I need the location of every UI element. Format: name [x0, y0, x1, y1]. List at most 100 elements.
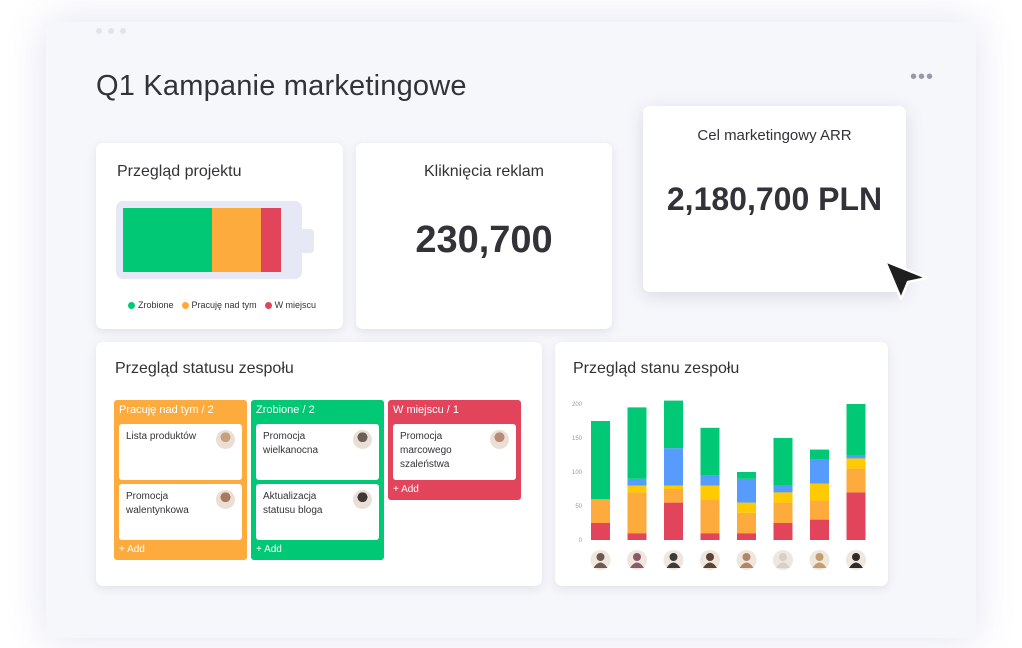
y-tick-label: 200 [572, 402, 583, 408]
bar-segment [627, 407, 647, 479]
bar-segment [773, 502, 793, 523]
avatar-face [706, 553, 714, 561]
bar-segment [700, 485, 720, 500]
add-item-button[interactable]: + Add [256, 544, 282, 555]
bar-segment [627, 492, 647, 534]
avatar-body [739, 562, 754, 568]
add-item-button[interactable]: + Add [119, 544, 145, 555]
y-tick-label: 100 [572, 470, 583, 476]
project-overview-card: Przegląd projektu Zrobione Pracuję nad ty… [96, 143, 343, 329]
more-options-icon[interactable]: ••• [910, 66, 935, 88]
add-item-button[interactable]: + Add [393, 484, 419, 495]
team-status-title: Przegląd statusu zespołu [115, 360, 294, 377]
bar-segment [700, 499, 720, 534]
bar-segment [773, 492, 793, 503]
avatar [353, 490, 372, 509]
bar-segment [700, 475, 720, 486]
bar-segment [773, 485, 793, 493]
kanban-card[interactable]: Promocja marcowego szaleństwa [393, 424, 516, 480]
team-state-title: Przegląd stanu zespołu [573, 360, 740, 377]
bar-segment [846, 404, 866, 455]
bar-segment [664, 400, 683, 449]
ad-clicks-title: Kliknięcia reklam [423, 163, 545, 180]
bar-segment [846, 468, 866, 493]
legend-dot [181, 301, 189, 309]
ad-clicks-card: Kliknięcia reklam 230,700 [356, 143, 612, 329]
legend-item: W miejscu [264, 300, 317, 310]
battery-segment [212, 208, 261, 272]
y-tick-label: 150 [572, 436, 583, 442]
bar-segment [700, 533, 720, 540]
avatar-face [815, 553, 824, 561]
bar-segment [810, 500, 829, 520]
kanban-card[interactable]: Promocja wielkanocna [256, 424, 379, 480]
bar-segment [810, 519, 829, 540]
legend-dot [264, 301, 272, 309]
avatar [490, 430, 509, 449]
arrow-pointer-icon [883, 259, 929, 301]
kanban-column: Zrobione / 2 Promocja wielkanocna Aktualiz… [251, 400, 384, 560]
legend-item: Pracuję nad tym [181, 300, 257, 310]
team-status-card: Przegląd statusu zespołu Pracuję nad tym… [96, 342, 542, 586]
avatar-body [703, 562, 717, 568]
avatar-body [812, 562, 827, 568]
bar-segment [773, 523, 793, 540]
bar-segment [846, 492, 866, 540]
y-tick-label: 50 [575, 504, 582, 510]
kanban-card-text: Lista produktów [126, 431, 197, 442]
bar-segment [627, 485, 647, 493]
kanban-column-header[interactable]: Pracuję nad tym / 2 [119, 404, 214, 416]
kanban-column: W miejscu / 1 Promocja marcowego szaleńst… [388, 400, 521, 500]
kanban-card[interactable]: Lista produktów [119, 424, 242, 480]
arr-goal-value: 2,180,700 PLN [666, 181, 883, 217]
battery-segment [260, 208, 282, 272]
avatar-face [633, 553, 641, 561]
y-tick-label: 0 [579, 538, 583, 544]
kanban-card[interactable]: Aktualizacja statusu bloga [256, 484, 379, 540]
page-title: Q1 Kampanie marketingowe [96, 70, 467, 102]
bar-segment [846, 458, 866, 469]
avatar-face [596, 553, 605, 561]
avatar-face [669, 553, 678, 561]
kanban-card[interactable]: Promocja walentynkowa [119, 484, 242, 540]
bar-segment [664, 489, 683, 503]
avatar-body [849, 562, 863, 568]
avatar-face [779, 553, 787, 561]
legend-item: Zrobione [128, 300, 174, 310]
kanban-column: Pracuję nad tym / 2 Lista produktów Promoc… [114, 400, 247, 560]
avatar-body [630, 562, 644, 568]
bar-segment [700, 427, 720, 476]
bar-segment [737, 472, 756, 479]
battery-progress [116, 201, 302, 279]
arr-goal-title: Cel marketingowy ARR [697, 127, 852, 144]
kanban-card-text: Promocja wielkanocna [263, 431, 319, 456]
bar-segment [810, 449, 829, 460]
kanban-column-header[interactable]: Zrobione / 2 [256, 404, 315, 416]
battery-segment [123, 208, 213, 272]
legend-dot [128, 301, 135, 309]
kanban-column-header[interactable]: W miejscu / 1 [393, 404, 460, 416]
bar-segment [846, 455, 866, 459]
bar-segment [810, 483, 829, 501]
ad-clicks-value: 230,700 [415, 219, 553, 261]
bar-segment [664, 448, 683, 486]
avatar-body [776, 562, 790, 568]
bar-segment [591, 523, 610, 540]
arr-goal-card[interactable]: Cel marketingowy ARR 2,180,700 PLN [643, 106, 906, 292]
bar-segment [737, 478, 756, 503]
bar-segment [773, 438, 793, 486]
bar-segment [591, 421, 610, 500]
bar-segment [627, 533, 647, 540]
bar-segment [737, 512, 756, 534]
kanban-card-text: Promocja walentynkowa [126, 491, 189, 516]
avatar [216, 430, 235, 449]
legend-label: W miejscu [274, 300, 317, 310]
avatar-face [852, 553, 860, 561]
avatar-body [666, 562, 681, 568]
window-dots [96, 28, 126, 34]
bar-segment [591, 499, 610, 523]
battery-legend: Zrobione Pracuję nad tym W miejscu [128, 300, 316, 310]
project-overview-title: Przegląd projektu [117, 163, 242, 180]
avatar-face [742, 553, 751, 561]
kanban-card-text: Promocja marcowego szaleństwa [400, 431, 452, 470]
